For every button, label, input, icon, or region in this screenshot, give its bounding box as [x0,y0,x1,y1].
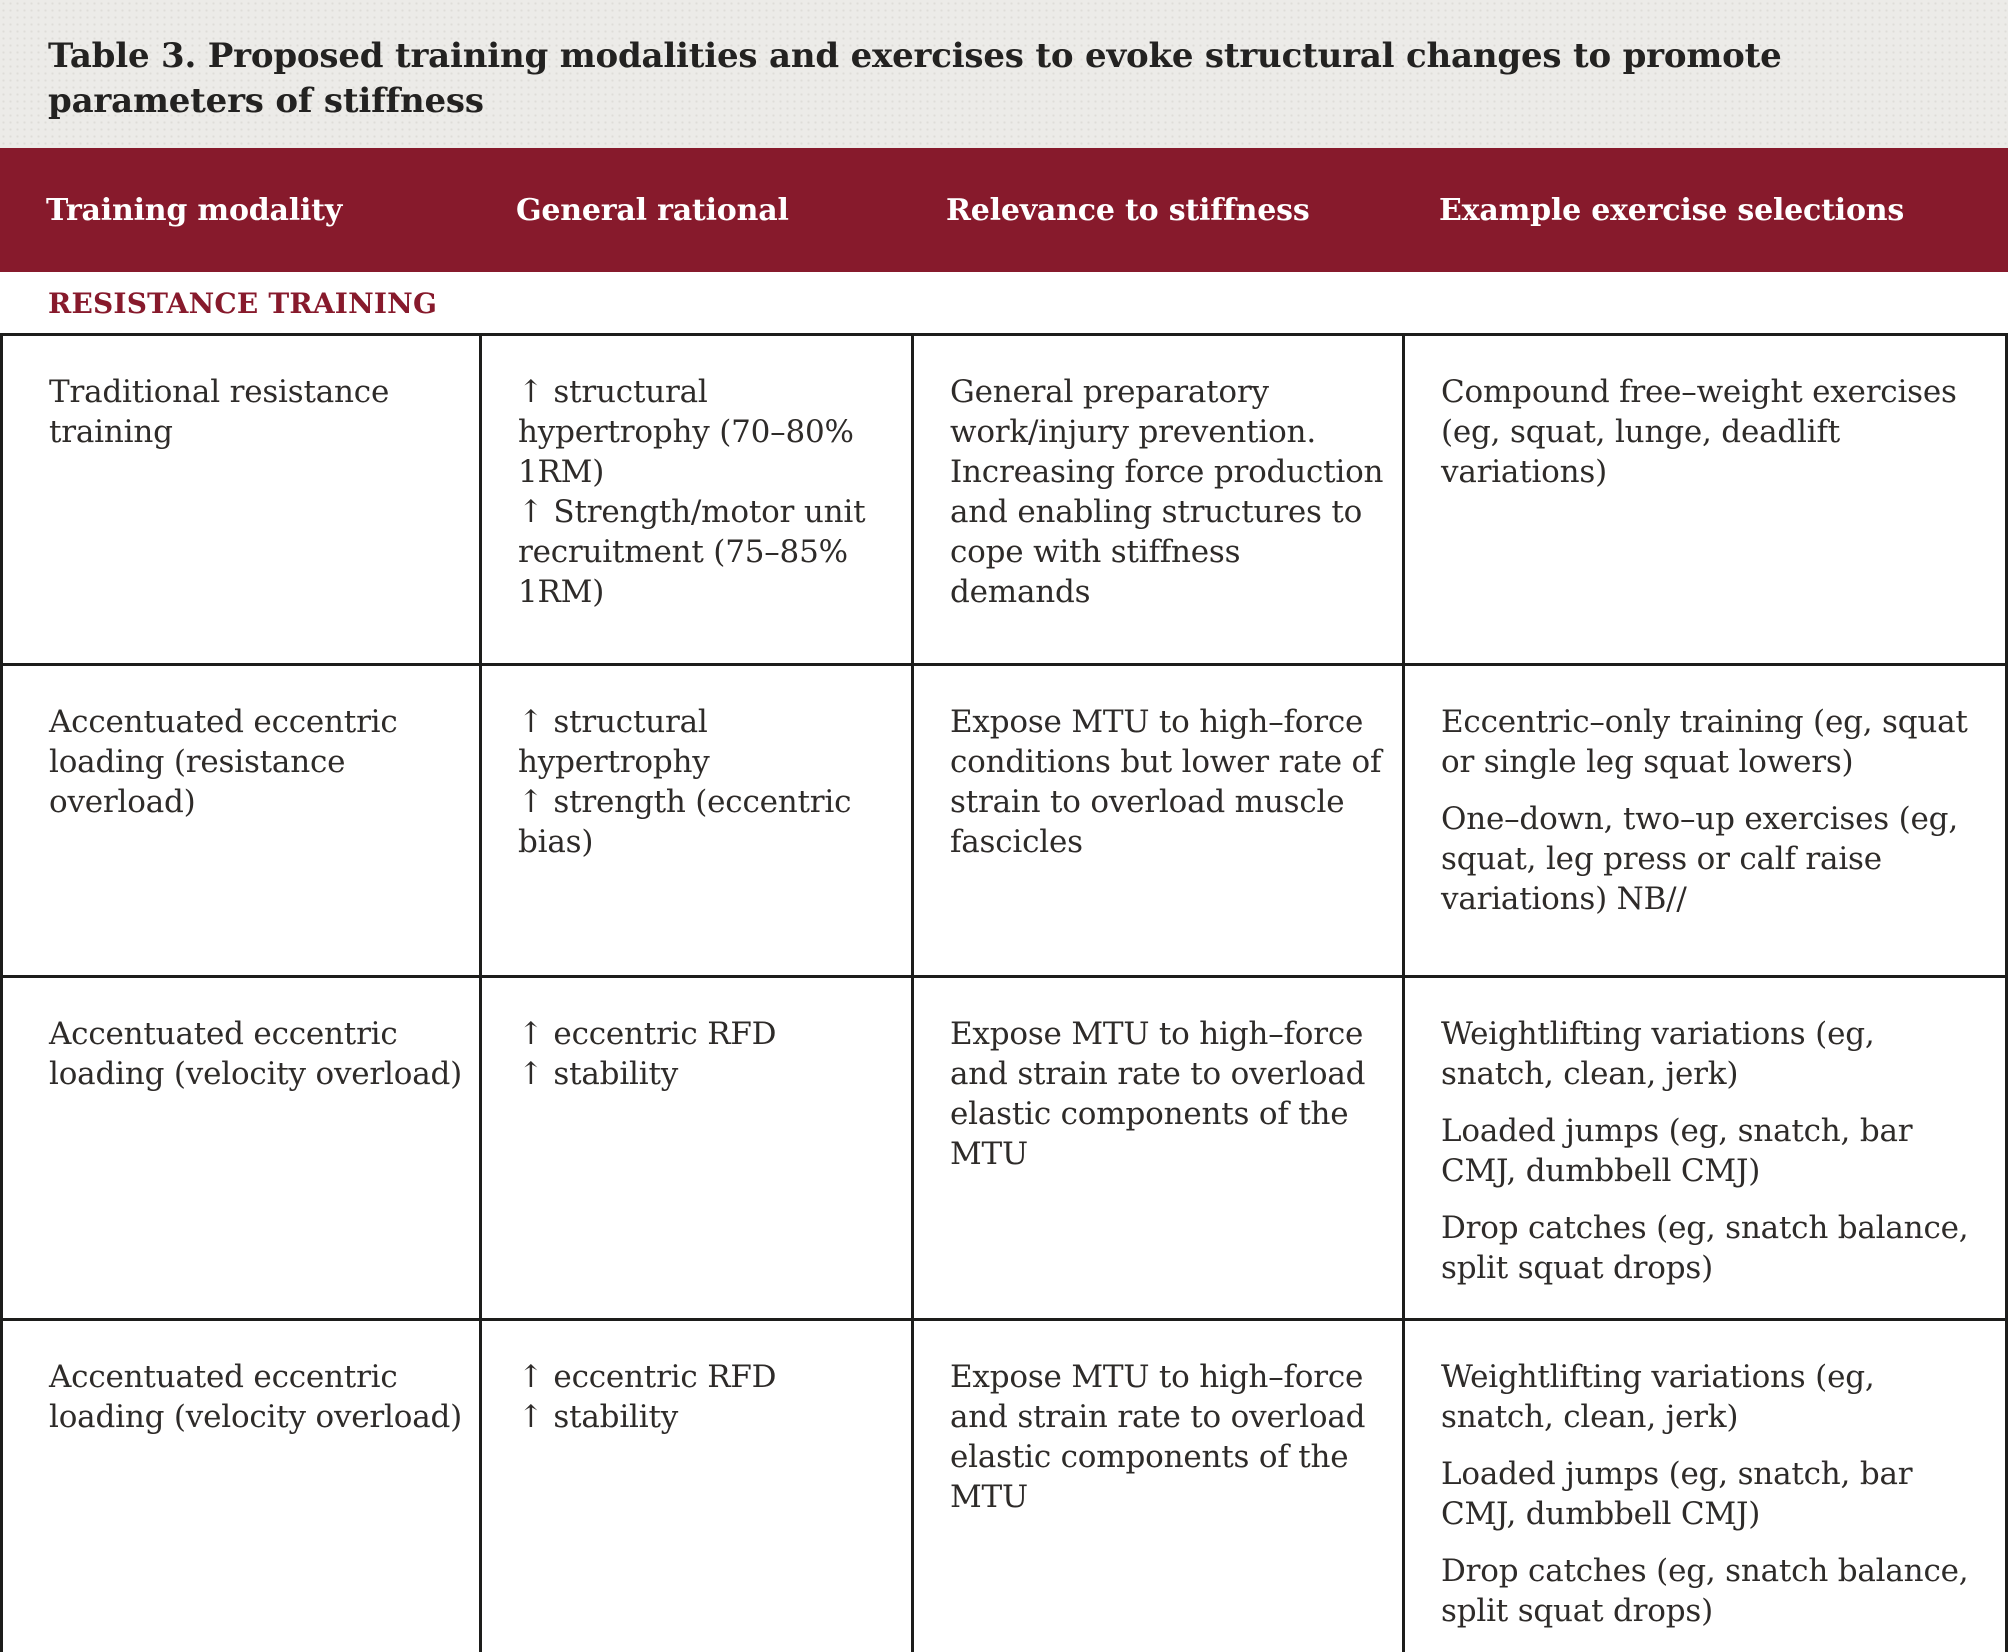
table-row: Accentuated eccentric loading (velocity … [3,975,2005,1318]
cell-training-modality: Accentuated eccentric loading (velocity … [3,978,479,1318]
cell-text: Expose MTU to high–force and strain rate… [950,1359,1366,1515]
cell-relevance-to-stiffness: Expose MTU to high–force and strain rate… [911,1321,1402,1652]
cell-text: ↑ eccentric RFD [518,1359,777,1395]
cell-text: ↑ structural hypertrophy [518,704,710,780]
table-row: Accentuated eccentric loading (resistanc… [3,663,2005,975]
cell-text: Traditional resistance training [49,374,390,450]
cell-general-rational: ↑ eccentric RFD ↑ stability [479,978,911,1318]
cell-text: Compound free–weight exercises (eg, squa… [1441,374,1957,490]
cell-training-modality: Traditional resistance training [3,336,479,663]
cell-text: Weightlifting variations (eg, snatch, cl… [1441,1016,1875,1092]
cell-relevance-to-stiffness: Expose MTU to high–force conditions but … [911,666,1402,975]
cell-text: Accentuated eccentric loading (velocity … [49,1016,463,1092]
cell-text: ↑ strength (eccentric bias) [518,784,852,860]
cell-text: ↑ stability [518,1399,679,1435]
cell-general-rational: ↑ eccentric RFD ↑ stability [479,1321,911,1652]
cell-text: One–down, two–up exercises (eg, squat, l… [1441,801,1958,917]
column-header-example-exercise-selections: Example exercise selections [1439,192,1905,228]
cell-relevance-to-stiffness: Expose MTU to high–force and strain rate… [911,978,1402,1318]
cell-text: ↑ Strength/motor unit recruitment (75–85… [518,494,866,610]
cell-example-exercises: Eccentric–only training (eg, squat or si… [1402,666,2005,975]
table-body: Traditional resistance training ↑ struct… [0,333,2008,1652]
cell-general-rational: ↑ structural hypertrophy ↑ strength (ecc… [479,666,911,975]
cell-text: Accentuated eccentric loading (resistanc… [49,704,398,820]
column-header-relevance-to-stiffness: Relevance to stiffness [946,192,1310,228]
cell-relevance-to-stiffness: General preparatory work/injury preventi… [911,336,1402,663]
table-caption-area: Table 3. Proposed training modalities an… [0,0,2008,148]
cell-example-exercises: Weightlifting variations (eg, snatch, cl… [1402,978,2005,1318]
cell-text: Weightlifting variations (eg, snatch, cl… [1441,1359,1875,1435]
table-title: Table 3. Proposed training modalities an… [48,36,1782,121]
table-row: Accentuated eccentric loading (velocity … [3,1318,2005,1652]
cell-example-exercises: Compound free–weight exercises (eg, squa… [1402,336,2005,663]
cell-text: Accentuated eccentric loading (velocity … [49,1359,463,1435]
table-header-row: Training modality General rational Relev… [0,148,2008,272]
cell-text: ↑ structural hypertrophy (70–80% 1RM) [518,374,854,490]
section-header-resistance-training: RESISTANCE TRAINING [0,272,2008,333]
cell-text: General preparatory work/injury preventi… [950,374,1384,610]
cell-text: Eccentric–only training (eg, squat or si… [1441,704,1968,780]
cell-text: Drop catches (eg, snatch balance, split … [1441,1553,1969,1629]
cell-text: Expose MTU to high–force and strain rate… [950,1016,1366,1172]
cell-text: ↑ stability [518,1056,679,1092]
cell-example-exercises: Weightlifting variations (eg, snatch, cl… [1402,1321,2005,1652]
cell-training-modality: Accentuated eccentric loading (resistanc… [3,666,479,975]
cell-text: Drop catches (eg, snatch balance, split … [1441,1210,1969,1286]
cell-general-rational: ↑ structural hypertrophy (70–80% 1RM) ↑ … [479,336,911,663]
cell-text: Expose MTU to high–force conditions but … [950,704,1382,860]
cell-text: ↑ eccentric RFD [518,1016,777,1052]
column-header-training-modality: Training modality [46,192,343,228]
cell-training-modality: Accentuated eccentric loading (velocity … [3,1321,479,1652]
cell-text: Loaded jumps (eg, snatch, bar CMJ, dumbb… [1441,1113,1913,1189]
table-row: Traditional resistance training ↑ struct… [3,336,2005,663]
cell-text: Loaded jumps (eg, snatch, bar CMJ, dumbb… [1441,1456,1913,1532]
column-header-general-rational: General rational [516,192,789,228]
